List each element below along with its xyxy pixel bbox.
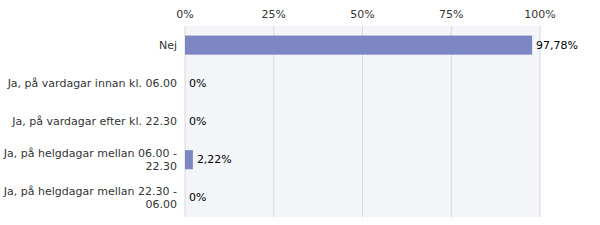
plot-area <box>185 26 540 217</box>
tick-label: 0% <box>176 8 193 21</box>
data-label: 2,22% <box>197 153 232 166</box>
data-label: 0% <box>189 191 206 204</box>
category-label: Ja, på helgdagar mellan 22.30 -06.00 <box>3 185 177 211</box>
bar <box>185 74 186 93</box>
category-label: Nej <box>159 39 177 52</box>
bar <box>185 112 186 131</box>
grid <box>185 26 540 217</box>
tick-label: 25% <box>262 8 286 21</box>
chart-container: 0% 25% 50% 75% 100% 97,78% 0% 0% 2,22% 0% Nej Ja, p… <box>0 0 600 225</box>
data-label: 0% <box>189 115 206 128</box>
category-label: Ja, på vardagar innan kl. 06.00 <box>7 77 177 90</box>
data-label: 97,78% <box>536 39 578 52</box>
tick-label: 100% <box>524 8 555 21</box>
bars <box>185 36 532 170</box>
data-label: 0% <box>189 77 206 90</box>
tick-label: 50% <box>350 8 374 21</box>
bar <box>185 188 186 207</box>
chart-svg: 0% 25% 50% 75% 100% 97,78% 0% 0% 2,22% 0% Nej Ja, p… <box>0 0 600 225</box>
bar <box>185 36 532 55</box>
category-label: Ja, på helgdagar mellan 06.00 -22.30 <box>3 147 177 173</box>
tick-label: 75% <box>439 8 463 21</box>
bar <box>185 150 193 169</box>
grid-line <box>540 26 541 217</box>
category-label: Ja, på vardagar efter kl. 22.30 <box>11 115 177 128</box>
